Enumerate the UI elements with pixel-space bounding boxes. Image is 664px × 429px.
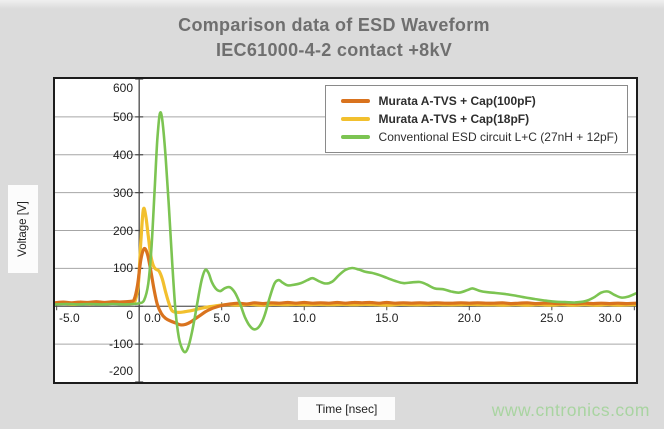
- x-tick-label: 5.0: [213, 311, 231, 326]
- x-tick-label: 15.0: [375, 311, 399, 326]
- legend-swatch-icon: [340, 135, 370, 139]
- waveform-canvas: [55, 79, 636, 382]
- y-tick-label: 100: [112, 261, 133, 276]
- y-tick-label: -200: [108, 364, 133, 378]
- x-tick-label: -5.0: [59, 311, 80, 326]
- series-line-2: [55, 111, 636, 354]
- x-tick-label: 0.0: [144, 311, 161, 326]
- legend-label: Murata A-TVS + Cap(18pF): [378, 112, 530, 126]
- y-axis-title-box: Voltage [V]: [8, 185, 38, 273]
- x-axis-title: Time [nsec]: [315, 401, 378, 416]
- x-tick-label: 10.0: [292, 311, 316, 326]
- y-tick-label: 300: [112, 185, 133, 200]
- plot-area: 600 500 400 300 200 100 0 -100 -200 -5.0 0.0 5.0 10…: [53, 77, 638, 384]
- x-tick-label: 20.0: [457, 311, 481, 326]
- legend-label: Murata A-TVS + Cap(100pF): [378, 94, 536, 108]
- legend-item: Conventional ESD circuit L+C (27nH + 12p…: [340, 128, 618, 146]
- chart-title-line-1: Comparison data of ESD Waveform: [178, 15, 490, 35]
- legend-item: Murata A-TVS + Cap(100pF): [340, 92, 618, 110]
- y-tick-label: -100: [108, 337, 133, 352]
- y-tick-label: 400: [112, 147, 133, 162]
- y-tick-label: 200: [112, 223, 133, 238]
- watermark-text: www.cntronics.com: [491, 400, 650, 420]
- legend-swatch-icon: [340, 99, 370, 103]
- x-tick-label: 30.0: [598, 311, 622, 326]
- legend-item: Murata A-TVS + Cap(18pF): [340, 110, 618, 128]
- legend-label: Conventional ESD circuit L+C (27nH + 12p…: [378, 130, 618, 144]
- y-tick-label: 500: [112, 109, 133, 124]
- y-tick-label: 600: [112, 81, 133, 95]
- y-tick-label: 0: [126, 308, 133, 323]
- x-axis-title-box: Time [nsec]: [298, 397, 395, 420]
- series-line-0: [55, 246, 636, 327]
- chart-title-line-2: IEC61000-4-2 contact +8kV: [215, 40, 453, 60]
- x-tick-label: 25.0: [540, 311, 564, 326]
- legend: Murata A-TVS + Cap(100pF) Murata A-TVS + …: [324, 85, 628, 153]
- chart-title: Comparison data of ESD Waveform IEC61000…: [20, 13, 648, 63]
- y-axis-title: Voltage [V]: [17, 201, 29, 257]
- legend-swatch-icon: [340, 117, 370, 121]
